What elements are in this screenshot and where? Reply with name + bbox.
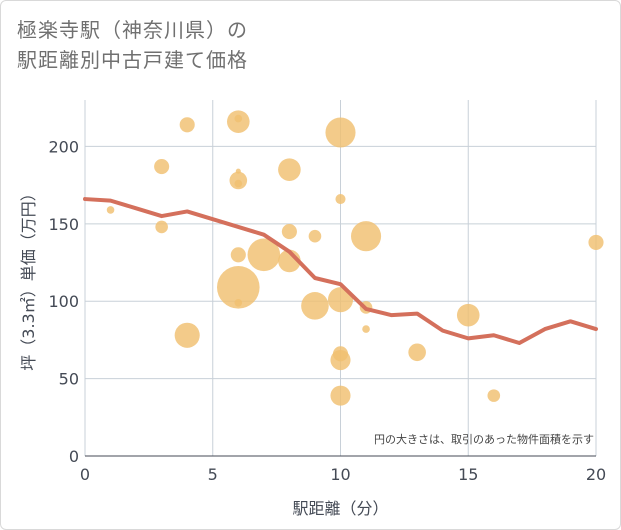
bubble-13 xyxy=(247,238,281,272)
bubble-25 xyxy=(351,221,382,252)
bubble-11 xyxy=(217,265,260,309)
y-tick-label-4: 200 xyxy=(48,137,79,156)
x-tick-label-2: 10 xyxy=(330,465,350,484)
bubble-6 xyxy=(234,114,243,123)
bubble-24 xyxy=(330,385,351,406)
bubble-layer xyxy=(106,110,604,406)
y-tick-label-2: 100 xyxy=(48,292,79,311)
bubble-21 xyxy=(327,287,354,313)
bubble-30 xyxy=(487,389,501,402)
bubble-4 xyxy=(174,322,200,348)
bubble-2 xyxy=(155,220,168,234)
x-tick-label-4: 20 xyxy=(586,465,606,484)
bubble-12 xyxy=(234,298,243,307)
bubble-29 xyxy=(456,303,480,327)
x-tick-label-3: 15 xyxy=(458,465,478,484)
x-axis-title: 駅距離（分） xyxy=(292,499,388,518)
trend-line-0 xyxy=(83,197,598,346)
y-tick-label-0: 0 xyxy=(69,447,79,466)
bubble-15 xyxy=(281,224,297,240)
bubble-31 xyxy=(588,234,604,250)
bubble-9 xyxy=(234,179,243,188)
bubble-3 xyxy=(179,117,195,133)
bubble-20 xyxy=(335,194,346,205)
y-axis-title: 坪（3.3㎡）単価（万円） xyxy=(19,185,38,370)
bubble-10 xyxy=(230,247,246,263)
bubble-size-note: 円の大きさは、取引のあった物件面積を示す xyxy=(374,432,594,446)
bubble-28 xyxy=(408,343,426,362)
x-tick-label-1: 5 xyxy=(208,465,218,484)
bubble-23 xyxy=(330,349,351,371)
bubble-19 xyxy=(325,117,356,148)
y-tick-label-3: 150 xyxy=(48,215,79,234)
trend-line-layer xyxy=(83,197,598,346)
bubble-27 xyxy=(362,325,370,333)
bubble-17 xyxy=(308,229,322,243)
title-line-1: 極楽寺駅（神奈川県）の xyxy=(17,18,248,42)
bubble-1 xyxy=(154,159,170,175)
y-tick-label-1: 50 xyxy=(59,370,79,389)
bubble-18 xyxy=(301,292,329,320)
title-line-2: 駅距離別中古戸建て価格 xyxy=(17,48,248,72)
x-tick-label-0: 0 xyxy=(80,465,90,484)
bubble-0 xyxy=(106,206,115,214)
bubble-14 xyxy=(278,158,301,181)
chart-title: 極楽寺駅（神奈川県）の 駅距離別中古戸建て価格 xyxy=(17,15,248,75)
